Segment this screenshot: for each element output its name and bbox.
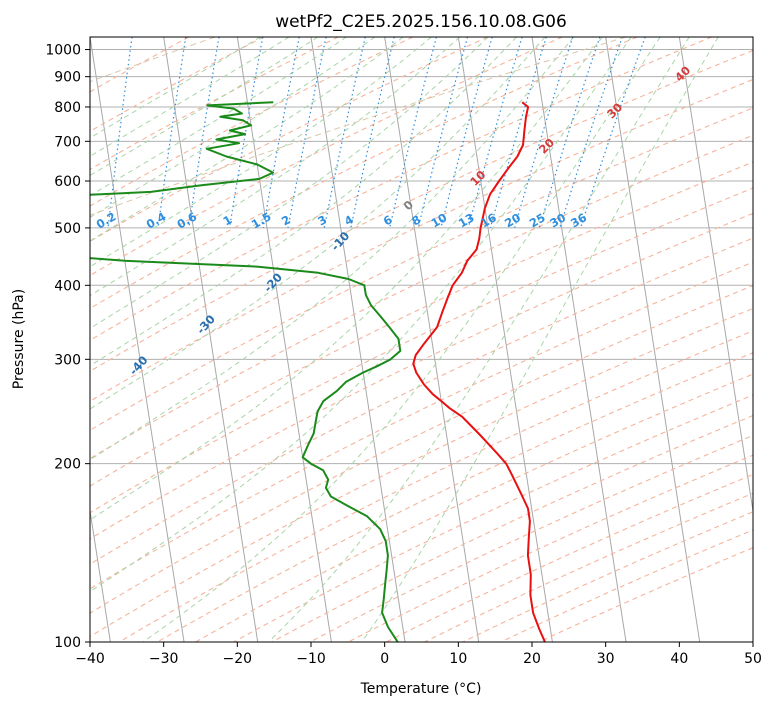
chart-title: wetPf2_C2E5.2025.156.10.08.G06 — [275, 12, 567, 32]
moist-adiabat-line — [90, 37, 376, 218]
moist-adiabat-line — [268, 37, 690, 642]
dry-adiabat-line — [462, 511, 753, 642]
y-tick-label: 500 — [54, 221, 81, 237]
mixing-ratio-line — [389, 37, 437, 229]
moist-adiabat-line — [90, 37, 347, 197]
y-axis-ticks: 100 200 300 400 500 600 700 800 900 1000 — [45, 43, 90, 651]
y-tick-label: 600 — [54, 174, 81, 190]
x-tick-label: −30 — [149, 651, 179, 667]
mixing-ratio-line — [514, 37, 574, 229]
moist-adiabat-line — [90, 37, 632, 593]
dry-adiabat-line — [90, 37, 712, 341]
dry-adiabat-line — [90, 37, 638, 309]
moist-adiabat-line — [90, 37, 517, 367]
dry-adiabat-line — [90, 37, 339, 171]
y-tick-label: 800 — [54, 100, 81, 116]
x-tick-label: −10 — [296, 651, 326, 667]
mixing-ratio-label: 30 — [547, 210, 568, 230]
isobar-grid — [90, 49, 753, 642]
mixing-ratio-line — [228, 37, 264, 228]
mixing-ratio-line — [287, 37, 327, 229]
y-tick-label: 900 — [54, 70, 81, 86]
dry-adiabat-line — [90, 237, 753, 565]
dry-adiabat-line — [90, 78, 753, 402]
dry-adiabat-line — [271, 414, 753, 642]
y-axis-label: Pressure (hPa) — [11, 289, 27, 389]
x-axis-ticks: −40 −30 −20 −10 0 10 20 30 40 50 — [75, 642, 762, 667]
x-tick-label: 20 — [523, 651, 541, 667]
isotherm-line — [384, 37, 480, 642]
mixing-ratio-label: 13 — [456, 210, 477, 230]
mixing-ratio-line — [417, 37, 469, 229]
profile-line — [90, 101, 402, 642]
mixing-ratio-label: 10 — [428, 210, 449, 230]
dry-adiabats — [90, 37, 753, 642]
dry-adiabat-line — [90, 107, 753, 431]
x-tick-label: −20 — [223, 651, 253, 667]
x-tick-label: 40 — [670, 651, 688, 667]
x-axis-label: Temperature (°C) — [360, 681, 482, 697]
x-tick-label: 10 — [449, 651, 467, 667]
y-tick-label: 400 — [54, 278, 81, 294]
moist-adiabats — [90, 37, 719, 642]
moist-adiabat-line — [90, 37, 261, 139]
isotherm-line — [678, 37, 753, 515]
x-tick-label: 30 — [597, 651, 615, 667]
y-tick-label: 200 — [54, 457, 81, 473]
isotherm-line — [457, 37, 553, 642]
x-tick-label: −40 — [75, 651, 105, 667]
isotherm-line — [163, 37, 259, 642]
isotherm-line — [310, 37, 406, 642]
profile-series — [90, 101, 546, 642]
dry-adiabat-line — [386, 473, 753, 642]
y-tick-label: 700 — [54, 134, 81, 150]
reference-curve — [90, 37, 627, 216]
dry-adiabat-line — [233, 394, 753, 642]
moist-adiabat-line — [90, 37, 461, 297]
moist-adiabat-line — [90, 37, 432, 268]
mixing-ratio-line — [157, 37, 187, 228]
dry-adiabat-line — [90, 37, 563, 277]
y-tick-label: 100 — [54, 635, 81, 651]
mixing-ratio-label: 20 — [502, 210, 523, 230]
mixing-ratio-line — [467, 37, 523, 229]
dry-adiabat-line — [347, 454, 753, 642]
isotherm-line — [90, 507, 111, 642]
moist-adiabat-line — [90, 37, 404, 242]
y-tick-label: 1000 — [45, 43, 81, 59]
mixing-ratio-line — [323, 37, 366, 229]
dry-adiabat-line — [157, 352, 753, 642]
dry-adiabat-line — [90, 134, 753, 460]
moist-adiabat-line — [90, 37, 574, 461]
moist-adiabat-line — [361, 37, 719, 642]
mixing-ratio-line — [188, 37, 220, 228]
plot-frame — [89, 36, 754, 643]
mixing-ratio-line — [538, 37, 601, 229]
mixing-ratio-line — [440, 37, 493, 229]
dry-adiabat-line — [119, 330, 753, 642]
mixing-ratio-line — [350, 37, 395, 229]
mixing-ratio-label: 25 — [527, 210, 548, 230]
isotherm-line — [236, 37, 332, 642]
isotherm-line — [90, 37, 185, 642]
isotherm-line — [531, 37, 627, 642]
moist-adiabat-line — [90, 37, 546, 410]
mixing-ratio-lines — [107, 37, 646, 229]
mixing-ratio-line — [489, 37, 547, 229]
mixing-ratio-label: 16 — [478, 210, 499, 230]
background-curves — [90, 37, 627, 216]
mixing-ratio-label: 36 — [568, 210, 589, 230]
dry-adiabat-line — [90, 161, 753, 487]
mixing-ratio-line — [559, 37, 623, 229]
mixing-ratio-line — [107, 37, 133, 228]
profile-line — [412, 101, 546, 642]
y-tick-label: 300 — [54, 352, 81, 368]
x-tick-label: 0 — [380, 651, 389, 667]
mixing-ratio-line — [262, 37, 300, 229]
dry-adiabat-line — [90, 284, 753, 614]
x-tick-label: 50 — [744, 651, 762, 667]
dry-adiabat-line — [90, 261, 753, 590]
